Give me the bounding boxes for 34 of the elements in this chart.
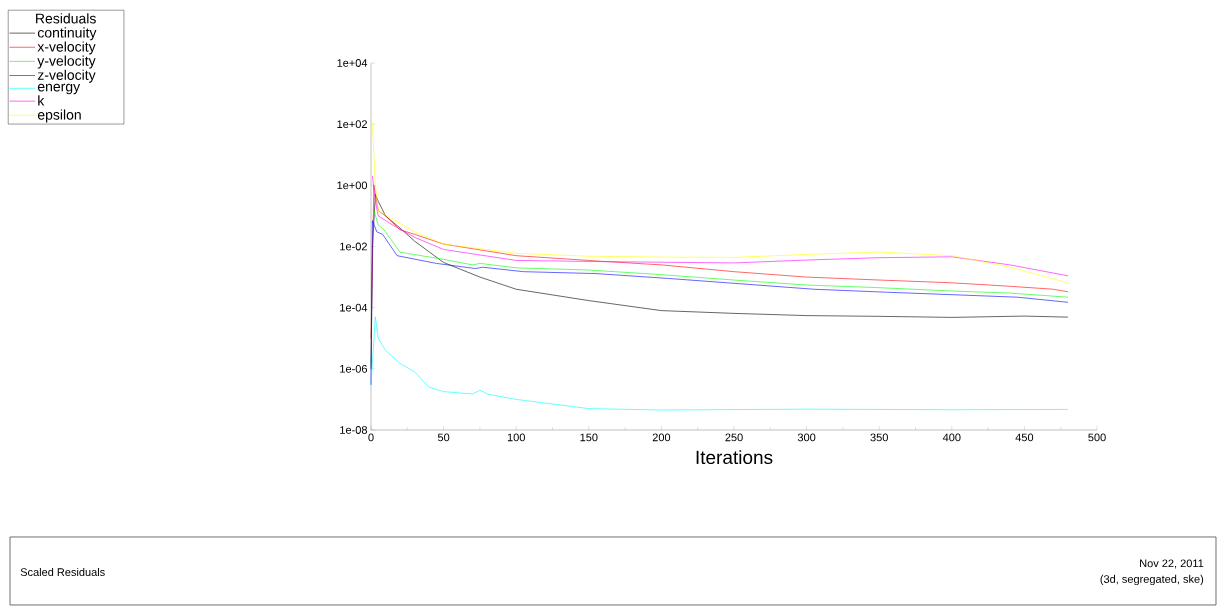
legend-label: y-velocity xyxy=(37,55,96,69)
text: Scaled Residuals xyxy=(20,567,105,577)
legend-label: z-velocity xyxy=(37,69,96,83)
line-series xyxy=(370,316,1069,411)
y-tick-label: 1e+04 xyxy=(337,59,368,67)
y-tick-label: 1e-06 xyxy=(340,364,368,373)
x-tick-label: 250 xyxy=(725,433,743,442)
x-tick-label: 100 xyxy=(507,433,525,442)
y-tick-label: 1e-04 xyxy=(340,303,368,312)
x-tick-label: 200 xyxy=(652,433,671,442)
line-series xyxy=(372,175,1069,277)
y-tick-label: 1e+00 xyxy=(337,181,368,190)
text: Nov 22, 2011 xyxy=(1140,559,1204,569)
x-tick-label: 0 xyxy=(368,433,374,442)
y-tick-label: 1e-02 xyxy=(340,242,367,251)
x-tick-label: 150 xyxy=(580,433,598,442)
y-tick-label: 1e+02 xyxy=(337,120,367,129)
y-tick-label: 1e-08 xyxy=(340,426,368,434)
x-tick-label: 300 xyxy=(797,433,816,442)
line-series xyxy=(373,210,1069,298)
legend-title: Residuals xyxy=(36,13,96,24)
x-tick-label: 400 xyxy=(942,433,961,442)
legend-label: continuity xyxy=(37,27,97,41)
x-axis-title: Iterations xyxy=(696,450,773,465)
legend-label: epsilon xyxy=(37,109,81,123)
legend-label: k xyxy=(38,95,45,106)
x-tick-label: 350 xyxy=(870,433,888,442)
x-tick-label: 450 xyxy=(1015,433,1034,442)
legend-label: energy xyxy=(37,83,81,95)
line-series xyxy=(370,123,1069,284)
legend-label: x-velocity xyxy=(37,41,96,55)
x-tick-label: 50 xyxy=(437,433,450,442)
text: (3d, segregated, ske) xyxy=(1100,574,1204,586)
x-tick-label: 500 xyxy=(1088,433,1106,442)
